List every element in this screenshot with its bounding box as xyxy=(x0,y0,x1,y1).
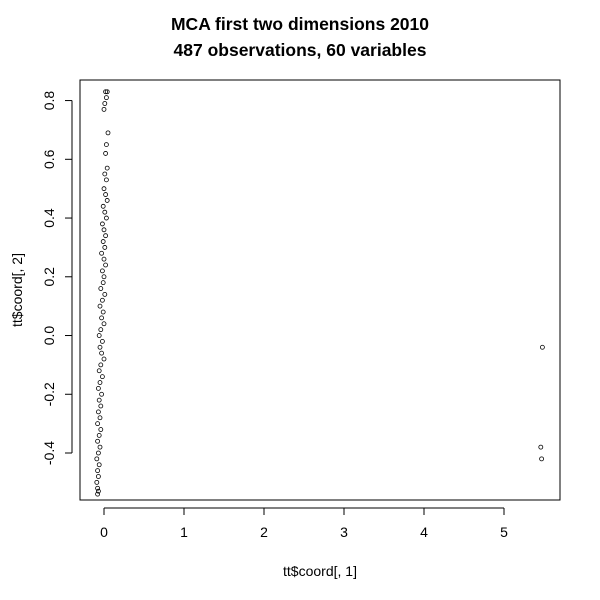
data-point xyxy=(104,165,110,171)
data-point xyxy=(98,403,104,409)
x-tick-label: 4 xyxy=(420,524,428,540)
data-point xyxy=(100,239,106,244)
x-axis: 0 1 2 3 4 5 xyxy=(100,507,508,540)
data-point xyxy=(539,456,544,462)
data-point xyxy=(96,385,101,391)
data-point xyxy=(96,462,102,468)
data-point xyxy=(102,245,108,250)
data-points xyxy=(94,89,545,497)
data-point xyxy=(101,186,107,192)
x-tick-label: 5 xyxy=(500,524,508,540)
data-point xyxy=(98,427,104,432)
data-point xyxy=(102,209,108,215)
data-point xyxy=(100,280,106,286)
data-point xyxy=(99,350,104,356)
y-axis-label: tt$coord[, 2] xyxy=(9,253,25,327)
data-point xyxy=(103,262,108,268)
y-tick-label: 0.0 xyxy=(41,326,57,346)
data-point xyxy=(100,374,105,380)
data-point xyxy=(98,362,104,368)
data-point xyxy=(104,95,109,101)
data-point xyxy=(99,391,104,397)
y-tick-label: 0.8 xyxy=(41,91,57,111)
data-point xyxy=(96,368,102,374)
data-point xyxy=(104,215,109,221)
data-point xyxy=(97,380,103,385)
data-point xyxy=(103,89,108,95)
data-point xyxy=(101,256,107,262)
data-point xyxy=(101,227,107,233)
data-point xyxy=(100,203,106,209)
data-point xyxy=(100,268,105,274)
plot-frame xyxy=(79,79,561,501)
data-point xyxy=(95,438,100,444)
data-point xyxy=(94,456,100,462)
data-point xyxy=(96,333,102,338)
x-tick-label: 3 xyxy=(340,524,348,540)
data-point xyxy=(100,297,105,303)
data-point xyxy=(101,106,107,112)
data-point xyxy=(97,415,103,421)
data-point xyxy=(95,468,100,474)
data-point xyxy=(95,485,100,491)
x-tick-label: 1 xyxy=(180,524,188,540)
data-point xyxy=(100,221,105,227)
data-point xyxy=(95,421,100,427)
data-point xyxy=(105,130,111,136)
data-point xyxy=(101,321,107,327)
data-point xyxy=(104,89,110,95)
data-point xyxy=(103,192,108,197)
data-point xyxy=(104,198,110,203)
data-point xyxy=(96,432,102,438)
y-tick-label: 0.2 xyxy=(41,267,57,287)
data-point xyxy=(104,142,109,148)
data-point xyxy=(97,344,103,350)
data-point xyxy=(96,409,101,415)
y-tick-label: -0.2 xyxy=(41,382,57,406)
data-point xyxy=(102,292,108,297)
data-point xyxy=(102,101,108,106)
data-point xyxy=(96,474,101,479)
data-point xyxy=(104,177,109,183)
data-point xyxy=(99,315,104,321)
data-point xyxy=(103,151,108,156)
data-point xyxy=(97,444,103,450)
data-point xyxy=(102,171,108,177)
data-point xyxy=(98,327,104,333)
data-point xyxy=(100,338,105,344)
chart-title: MCA first two dimensions 2010 xyxy=(170,14,429,34)
y-tick-label: 0.6 xyxy=(41,149,57,169)
y-tick-label: 0.4 xyxy=(41,208,57,228)
y-axis: -0.4 -0.2 0.0 0.2 0.4 0.6 0.8 xyxy=(41,91,73,465)
data-point xyxy=(94,479,100,485)
data-point xyxy=(101,356,107,362)
data-point xyxy=(96,450,101,456)
data-point xyxy=(103,233,108,239)
data-point xyxy=(96,488,101,494)
y-tick-label: -0.4 xyxy=(41,441,57,465)
data-point xyxy=(101,274,107,280)
data-point xyxy=(97,303,103,309)
data-point xyxy=(540,344,545,350)
data-point xyxy=(98,286,104,291)
data-point xyxy=(538,444,544,450)
x-axis-label: tt$coord[, 1] xyxy=(283,563,357,579)
data-point xyxy=(99,250,104,256)
chart-subtitle: 487 observations, 60 variables xyxy=(173,40,427,60)
x-tick-label: 2 xyxy=(260,524,268,540)
x-tick-label: 0 xyxy=(100,524,108,540)
data-point xyxy=(100,309,106,315)
data-point xyxy=(96,397,102,403)
data-point xyxy=(95,491,100,497)
